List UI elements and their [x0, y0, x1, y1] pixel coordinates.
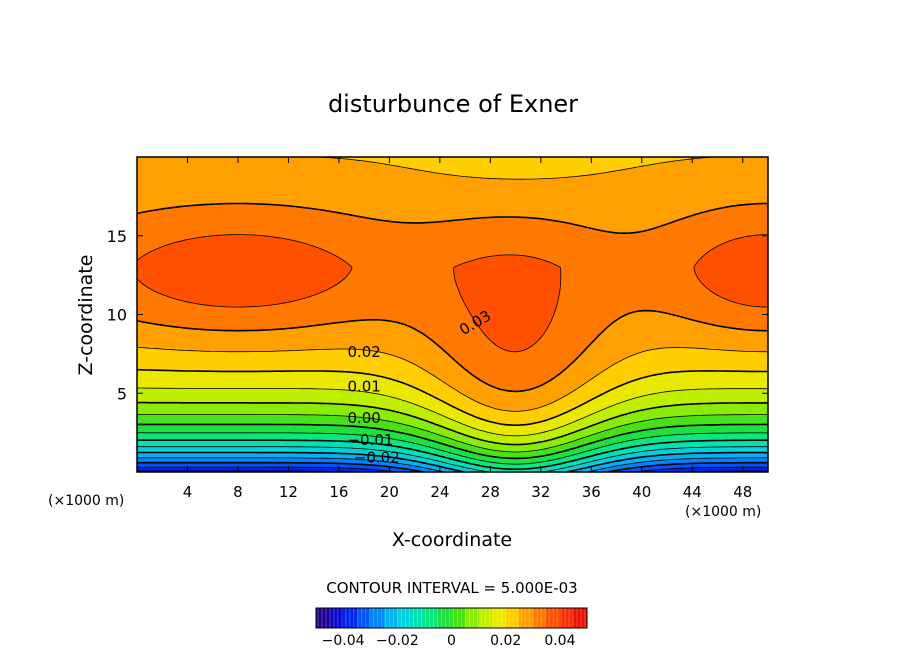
colorbar-tick-label: 0.04 — [544, 633, 575, 649]
x-tick-label: 12 — [279, 483, 298, 501]
x-tick-label: 4 — [183, 483, 193, 501]
contour-line — [137, 423, 768, 460]
x-axis-ticks: 4 8 12 16 20 24 28 32 36 40 44 48 — [183, 157, 752, 501]
colorbar-gradient — [316, 608, 587, 628]
x-tick-label: 24 — [430, 483, 449, 501]
contour-line — [137, 432, 768, 465]
plot-area: 0.030.030.020.010.00−0.01−0.02 — [136, 156, 769, 473]
x-tick-label: 44 — [683, 483, 702, 501]
y-tick-label: 5 — [117, 384, 127, 403]
x-unit-label: (×1000 m) — [685, 504, 761, 520]
contour-label: −0.01 — [347, 431, 393, 449]
contour-labels: 0.030.030.020.010.00−0.01−0.02 — [347, 307, 494, 467]
contour-line — [137, 368, 768, 426]
colorbar: −0.04 −0.02 0 0.02 0.04 — [315, 607, 588, 649]
x-tick-label: 48 — [733, 483, 752, 501]
contour-line — [137, 446, 768, 472]
colorbar-stripes — [317, 608, 586, 628]
colorbar-tick-label: −0.04 — [322, 633, 365, 649]
z-unit-label: (×1000 m) — [48, 493, 124, 509]
y-axis-ticks: 5 10 15 — [107, 227, 768, 403]
y-tick-label: 10 — [107, 306, 127, 325]
x-tick-label: 16 — [329, 483, 348, 501]
contour-label: 0.02 — [347, 343, 380, 361]
contour-label: 0.01 — [347, 378, 380, 396]
contour-label: 0.00 — [347, 409, 380, 427]
x-tick-label: 40 — [632, 483, 651, 501]
contour-line — [137, 234, 768, 353]
contour-line — [137, 202, 768, 393]
colorbar-tick-label: −0.02 — [376, 633, 419, 649]
x-tick-label: 28 — [481, 483, 500, 501]
contour-line — [137, 387, 768, 437]
colorbar-tick-label: 0.02 — [490, 633, 521, 649]
x-tick-label: 36 — [582, 483, 601, 501]
contour-line — [137, 157, 768, 412]
contour-line — [137, 466, 768, 472]
colorbar-frame — [315, 607, 588, 629]
contour-interval-text: CONTOUR INTERVAL = 5.000E-03 — [326, 579, 577, 597]
chart-title: disturbunce of Exner — [328, 90, 578, 118]
x-tick-label: 20 — [380, 483, 399, 501]
contour-line — [137, 414, 768, 453]
contour-label: −0.02 — [354, 449, 400, 467]
x-axis-label: X-coordinate — [392, 529, 512, 551]
contour-line — [137, 401, 768, 446]
x-tick-label: 32 — [531, 483, 550, 501]
contour-line — [137, 451, 768, 472]
y-axis-label: Z-coordinate — [75, 255, 97, 376]
contour-line — [137, 457, 768, 472]
colorbar-tick-label: 0 — [447, 633, 456, 649]
colorbar-ticks: −0.04 −0.02 0 0.02 0.04 — [322, 633, 576, 649]
x-tick-label: 8 — [233, 483, 243, 501]
contour-line — [137, 461, 768, 472]
y-tick-label: 15 — [107, 227, 127, 246]
